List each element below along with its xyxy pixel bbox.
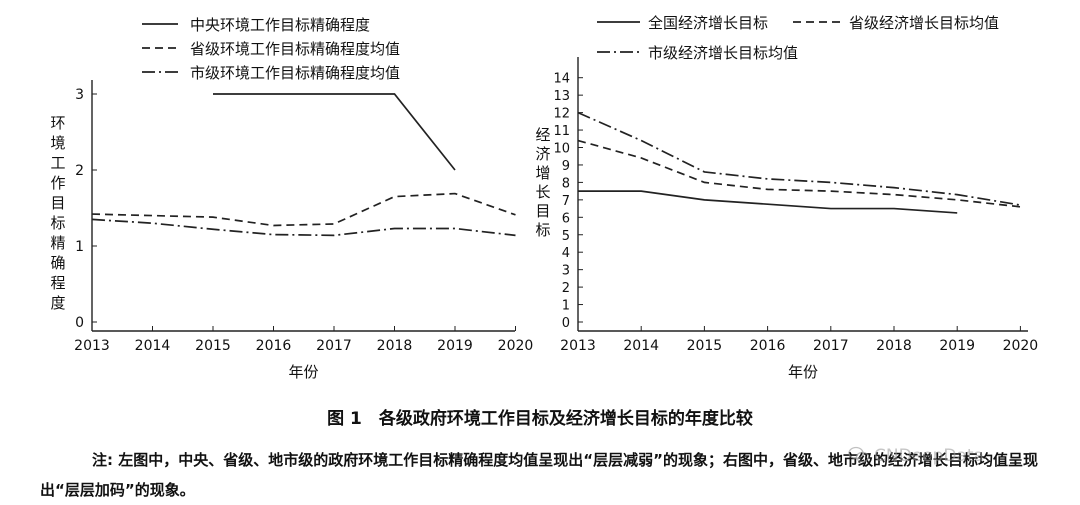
econ-y-tick-label: 1 xyxy=(562,299,570,314)
econ-x-tick-label: 2020 xyxy=(1003,338,1039,354)
env-y-axis-title-char: 工 xyxy=(50,154,65,172)
econ-y-tick-label: 7 xyxy=(562,194,570,209)
econ-x-tick-label: 2019 xyxy=(939,338,975,354)
env-y-axis-title-char: 度 xyxy=(50,294,65,312)
env-x-tick-label: 2016 xyxy=(256,338,292,354)
env-series-line-2 xyxy=(92,194,516,226)
econ-y-axis-title-char: 目 xyxy=(535,202,550,220)
econ-y-tick-label: 13 xyxy=(553,89,570,104)
env-y-axis-title-char: 精 xyxy=(50,234,65,252)
econ-legend-label: 省级经济增长目标均值 xyxy=(849,14,999,32)
econ-y-tick-label: 0 xyxy=(562,316,570,331)
econ-y-tick-label: 14 xyxy=(553,72,570,87)
econ-y-tick-label: 9 xyxy=(562,159,570,174)
env-y-axis-title-char: 环 xyxy=(50,114,65,132)
env-x-tick-label: 2020 xyxy=(498,338,534,354)
figure-title: 图 1 各级政府环境工作目标及经济增长目标的年度比较 xyxy=(0,404,1080,429)
env-y-axis-title-char: 程 xyxy=(50,274,65,292)
env-y-axis-title-char: 作 xyxy=(50,174,65,192)
env-y-tick-label: 0 xyxy=(75,315,84,331)
econ-x-tick-label: 2018 xyxy=(876,338,912,354)
econ-y-axis-title-char: 经 xyxy=(535,126,550,144)
env-y-tick-label: 1 xyxy=(75,239,84,255)
econ-x-tick-label: 2016 xyxy=(750,338,786,354)
econ-y-tick-label: 2 xyxy=(562,281,570,296)
econ-legend-label: 市级经济增长目标均值 xyxy=(648,44,798,62)
econ-x-tick-label: 2013 xyxy=(560,338,596,354)
econ-x-tick-label: 2017 xyxy=(813,338,849,354)
env-series-line-3 xyxy=(92,219,516,235)
env-x-tick-label: 2015 xyxy=(195,338,231,354)
env-x-tick-label: 2019 xyxy=(437,338,473,354)
econ-y-axis-title-char: 济 xyxy=(535,145,550,163)
econ-y-axis-title-char: 标 xyxy=(535,221,550,239)
econ-x-tick-label: 2014 xyxy=(623,338,659,354)
env-y-axis-title-char: 标 xyxy=(50,214,65,232)
econ-y-tick-label: 5 xyxy=(562,229,570,244)
env-series-line-1 xyxy=(213,94,455,170)
env-y-axis-title-char: 目 xyxy=(50,194,65,212)
econ-y-axis-title-char: 长 xyxy=(535,183,550,201)
econ-y-tick-label: 3 xyxy=(562,264,570,279)
econ-x-axis-title: 年份 xyxy=(788,363,818,381)
econ-y-tick-label: 8 xyxy=(562,176,570,191)
env-x-axis-title: 年份 xyxy=(288,363,318,381)
env-legend-label: 省级环境工作目标精确程度均值 xyxy=(190,40,400,58)
econ-y-axis-title-char: 增 xyxy=(535,164,550,182)
econ-y-tick-label: 10 xyxy=(553,142,570,157)
env-x-tick-label: 2018 xyxy=(377,338,413,354)
econ-y-tick-label: 6 xyxy=(562,211,570,226)
watermark-text: CNDeepData xyxy=(874,446,984,466)
env-y-axis-title-char: 确 xyxy=(50,254,65,272)
econ-legend-label: 全国经济增长目标 xyxy=(648,14,768,32)
env-y-tick-label: 3 xyxy=(75,87,84,103)
env-x-tick-label: 2017 xyxy=(316,338,352,354)
econ-x-tick-label: 2015 xyxy=(687,338,723,354)
econ-y-tick-label: 4 xyxy=(562,246,570,261)
env-y-axis-title-char: 境 xyxy=(50,134,65,152)
wechat-icon xyxy=(848,446,870,464)
env-x-tick-label: 2013 xyxy=(74,338,110,354)
econ-y-tick-label: 11 xyxy=(553,124,570,139)
env-legend-label: 中央环境工作目标精确程度 xyxy=(190,16,370,34)
env-x-tick-label: 2014 xyxy=(135,338,171,354)
env-legend-label: 市级环境工作目标精确程度均值 xyxy=(190,64,400,82)
env-y-tick-label: 2 xyxy=(75,163,84,179)
econ-y-tick-label: 12 xyxy=(553,107,570,122)
econ-series-line-2 xyxy=(578,141,1020,207)
watermark: CNDeepData xyxy=(848,446,984,466)
